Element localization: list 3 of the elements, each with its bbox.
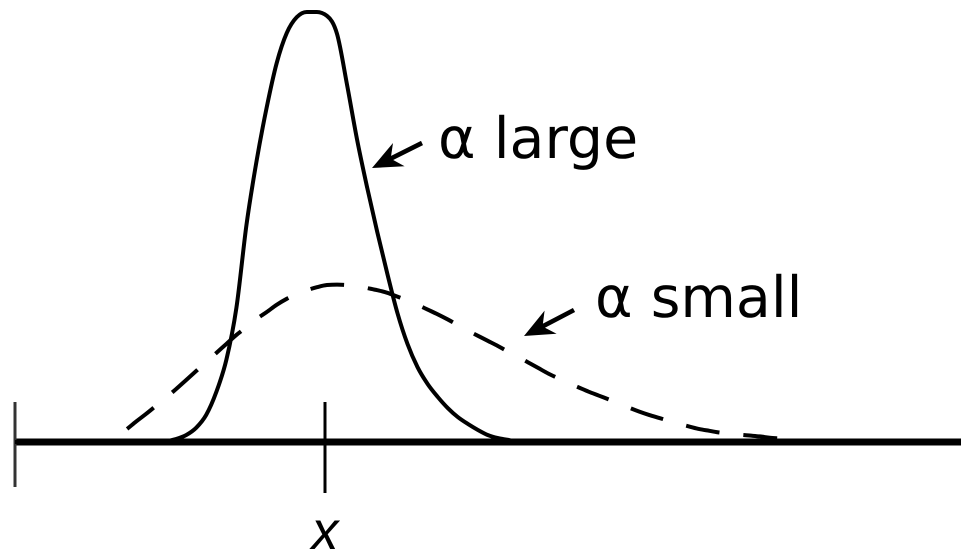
x-axis-title: x [308, 501, 340, 555]
legend-label: α small [595, 265, 803, 331]
legend-label: α large [438, 106, 638, 172]
